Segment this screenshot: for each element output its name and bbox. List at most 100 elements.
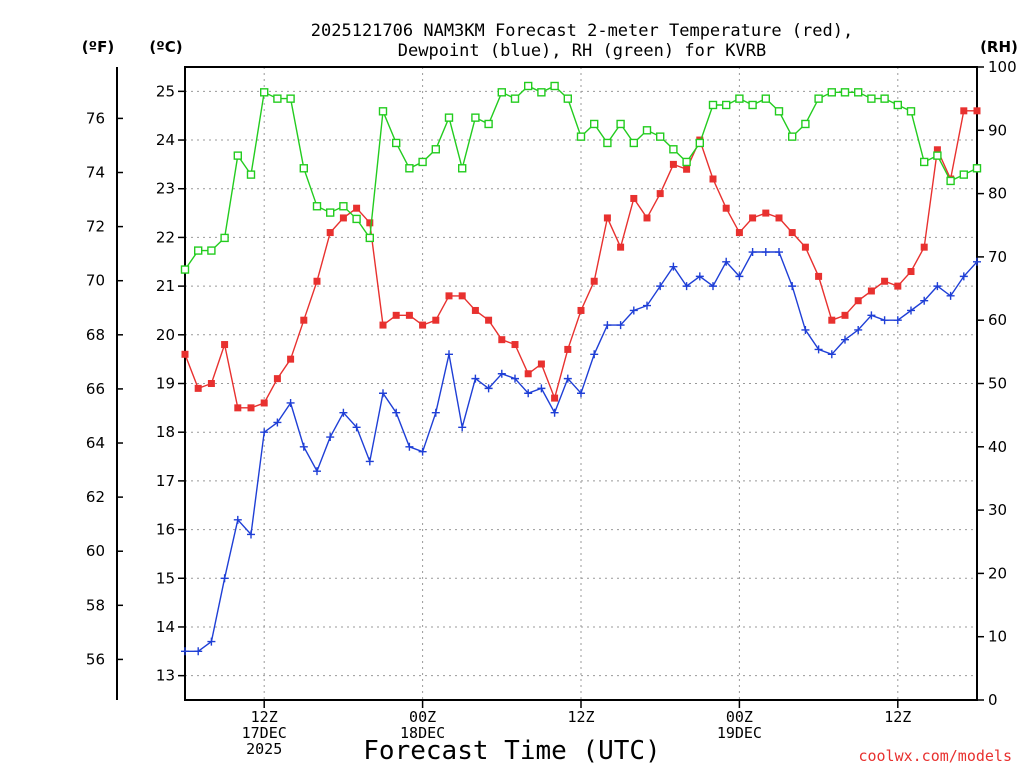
dewpoint-point [352, 423, 361, 432]
rh-point [550, 81, 559, 91]
rh-point [656, 132, 665, 141]
rh-point [590, 119, 599, 129]
dewpoint-point [590, 350, 599, 359]
temperature-point [722, 204, 730, 212]
temperature-point [735, 229, 743, 237]
temperature-point [603, 214, 611, 222]
temperature-point [247, 404, 255, 412]
rh-point [946, 176, 955, 186]
grid-lines [185, 67, 977, 700]
dewpoint-point [841, 335, 849, 344]
rh-point [616, 119, 625, 129]
dewpoint-point [326, 433, 335, 442]
x-tick-label: 2025 [246, 740, 282, 758]
rh-point [840, 88, 850, 97]
celsius-tick-label: 25 [156, 82, 175, 100]
fahrenheit-tick-label: 76 [86, 109, 105, 127]
rh-point [193, 246, 203, 255]
temperature-point [287, 355, 295, 363]
x-tick-label: 17DEC [242, 724, 287, 742]
x-tick-label: 00Z [409, 708, 436, 726]
fahrenheit-tick-label: 58 [86, 596, 105, 614]
dewpoint-point [775, 248, 783, 257]
rh-point [920, 157, 929, 167]
rh-point [220, 233, 229, 243]
dewpoint-point [643, 301, 651, 310]
dewpoint-point [788, 282, 797, 291]
temperature-point [273, 375, 281, 383]
dewpoint-point [207, 637, 216, 646]
celsius-tick-label: 20 [156, 326, 175, 344]
rh-point [629, 138, 638, 148]
dewpoint-point [709, 282, 717, 291]
rh-point [893, 100, 902, 110]
dewpoint-point [484, 384, 493, 393]
temperature-point [260, 399, 268, 407]
dewpoint-point [722, 257, 731, 266]
rh-point [761, 94, 770, 103]
dewpoint-point [313, 467, 321, 476]
rh-tick-label: 90 [988, 121, 1007, 139]
temperature-point [630, 194, 638, 202]
temperature-point [590, 277, 598, 285]
fahrenheit-tick-label: 62 [86, 488, 105, 506]
fahrenheit-tick-label: 72 [86, 218, 105, 236]
rh-point [576, 132, 586, 141]
series-rh [180, 81, 982, 274]
celsius-tick-label: 19 [156, 375, 175, 393]
temperature-point [841, 311, 849, 319]
dewpoint-point [247, 530, 255, 539]
chart-title-line-1: 2025121706 NAM3KM Forecast 2-meter Tempe… [311, 21, 853, 41]
dewpoint-point [682, 282, 691, 291]
celsius-tick-label: 24 [156, 131, 175, 149]
rh-point [207, 246, 216, 255]
temperature-point [511, 341, 519, 349]
dewpoint-point [524, 389, 533, 398]
rh-point [563, 94, 572, 103]
x-tick-label: 12Z [251, 708, 278, 726]
rh-tick-label: 30 [988, 501, 1007, 519]
axes: 13 14 15 16 17 18 19 20 21 22 23 24 25 56 58 60 62 64 66 68… [86, 58, 1017, 758]
temperature-point [762, 209, 770, 217]
temperature-point [617, 243, 625, 251]
dewpoint-point [431, 408, 440, 417]
temperature-point [907, 268, 915, 276]
dewpoint-point [233, 515, 242, 524]
fahrenheit-unit-label: (ºF) [82, 38, 114, 56]
dewpoint-point [933, 282, 942, 291]
temperature-point [564, 345, 572, 353]
temperature-point [828, 316, 836, 324]
dewpoint-point [695, 272, 704, 281]
temperature-point [973, 107, 981, 115]
rh-point [959, 170, 968, 179]
temperature-point [709, 175, 717, 183]
temperature-point [656, 190, 664, 198]
temperature-point [960, 107, 968, 115]
temperature-point [339, 214, 347, 222]
dewpoint-point [761, 248, 770, 257]
rh-point [972, 164, 982, 173]
rh-point [814, 94, 823, 103]
dewpoint-point [854, 325, 863, 334]
temperature-point [313, 277, 321, 285]
dewpoint-point [669, 262, 678, 271]
rh-tick-label: 100 [988, 58, 1017, 76]
rh-point [524, 81, 533, 91]
temperature-point [537, 360, 545, 368]
dewpoint-point [445, 350, 453, 359]
temperature-point [801, 243, 809, 251]
rh-point [484, 119, 493, 129]
temperature-point [300, 316, 308, 324]
rh-point [880, 94, 889, 103]
fahrenheit-tick-label: 56 [86, 650, 105, 668]
temperature-point [366, 219, 374, 227]
series-layer [180, 81, 982, 656]
rh-point [418, 157, 427, 167]
rh-point [431, 145, 440, 154]
x-tick-label: 12Z [567, 708, 594, 726]
dewpoint-point [814, 345, 823, 354]
celsius-tick-label: 23 [156, 180, 175, 198]
dewpoint-point [497, 369, 506, 378]
rh-point [273, 94, 282, 103]
rh-point [299, 164, 308, 173]
